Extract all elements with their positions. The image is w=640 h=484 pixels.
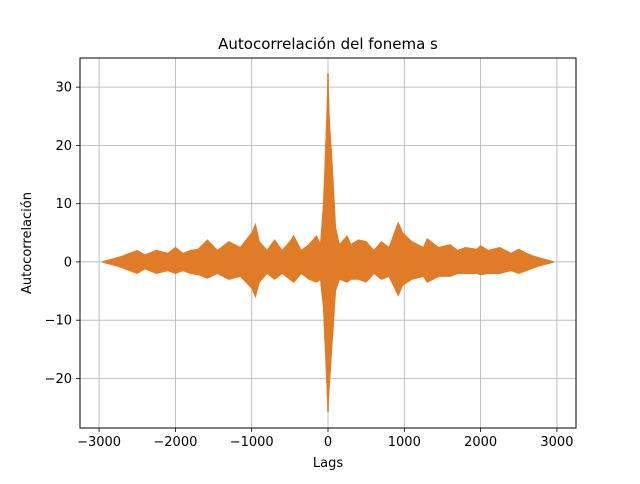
x-tick-label: 1000 xyxy=(388,435,421,450)
axis-ticks: −3000 −2000 −1000 0 1000 2000 3000 −20 −10 0 10 20 3… xyxy=(45,81,574,450)
chart-title: Autocorrelación del fonema s xyxy=(218,35,438,53)
x-tick-label: 2000 xyxy=(464,435,497,450)
y-tick-label: 30 xyxy=(55,81,72,96)
x-tick-label: −1000 xyxy=(230,435,274,450)
x-tick-label: 0 xyxy=(324,435,332,450)
x-tick-label: 3000 xyxy=(540,435,573,450)
y-tick-label: 10 xyxy=(55,197,72,212)
x-tick-label: −3000 xyxy=(77,435,121,450)
series-layer xyxy=(102,73,554,413)
y-tick-label: 20 xyxy=(55,139,72,154)
y-axis-label: Autocorrelación xyxy=(20,192,35,294)
x-tick-label: −2000 xyxy=(153,435,197,450)
x-axis-label: Lags xyxy=(313,456,343,471)
y-tick-label: −10 xyxy=(45,314,72,329)
y-tick-label: −20 xyxy=(45,372,72,387)
y-tick-label: 0 xyxy=(64,255,72,270)
